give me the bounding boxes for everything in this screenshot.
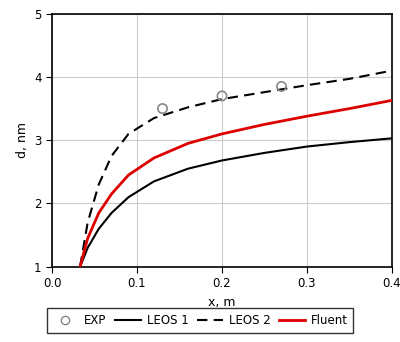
- Point: [219, 93, 225, 99]
- Point: [278, 84, 285, 89]
- Legend: EXP, LEOS 1, LEOS 2, Fluent: EXP, LEOS 1, LEOS 2, Fluent: [46, 308, 354, 333]
- Y-axis label: d, nm: d, nm: [16, 122, 28, 158]
- X-axis label: x, m: x, m: [208, 296, 236, 309]
- Point: [159, 106, 166, 111]
